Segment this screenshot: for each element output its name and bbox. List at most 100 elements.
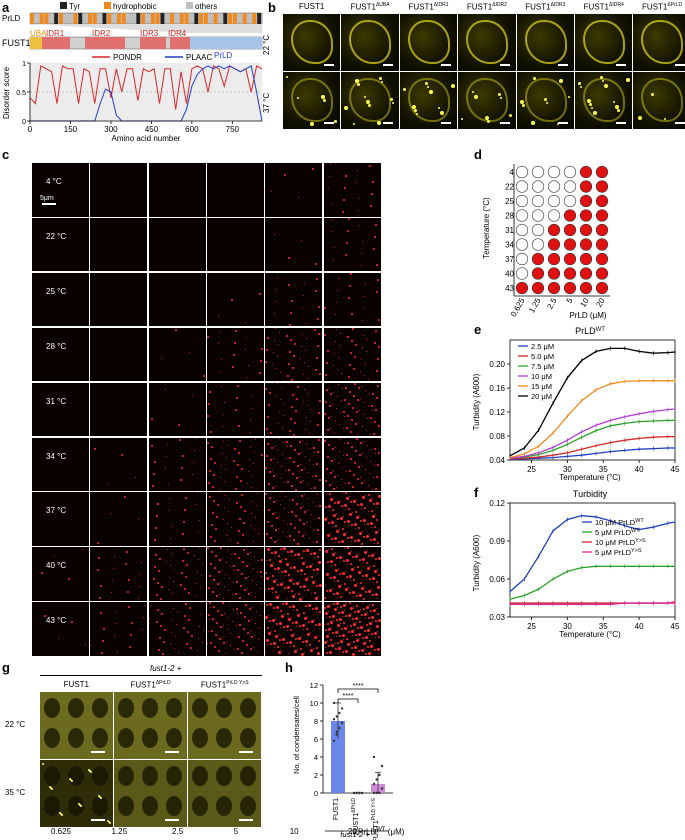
c-droplet (365, 535, 369, 539)
c-droplet (250, 592, 252, 594)
h-data-point (372, 755, 376, 759)
c-droplet (221, 637, 223, 639)
c-droplet (278, 572, 280, 574)
c-droplet (286, 457, 288, 459)
c-droplet (344, 253, 347, 256)
c-droplet (337, 383, 339, 385)
legend-hydrophobic: hydrophobic (113, 2, 157, 11)
c-droplet (349, 607, 353, 611)
c-droplet (346, 229, 349, 232)
c-droplet (293, 460, 296, 463)
b-col-label-sup: ΔUBA (375, 2, 390, 8)
c-droplet (355, 410, 358, 413)
c-droplet (349, 430, 352, 433)
g-scale-bar (239, 818, 254, 821)
c-droplet (363, 524, 365, 526)
a-xtick-label: 450 (145, 125, 159, 134)
g-scale-bar (239, 750, 254, 753)
c-droplet (220, 464, 222, 466)
b-condensate-dot (402, 88, 406, 91)
c-droplet (249, 419, 251, 421)
c-droplet (285, 575, 287, 577)
c-droplet (367, 617, 370, 620)
h-category-label: FUST1ΔPrLD (351, 798, 360, 835)
g-nucleus (44, 766, 60, 786)
c-droplet (357, 633, 361, 637)
c-droplet (339, 332, 341, 334)
c-droplet (138, 519, 140, 521)
c-droplet (371, 181, 374, 183)
c-droplet (251, 501, 253, 503)
c-droplet (362, 608, 365, 611)
c-droplet (271, 446, 274, 449)
c-droplet (269, 576, 271, 578)
c-droplet (325, 635, 329, 639)
c-droplet (341, 616, 343, 618)
d-soluble-dot (515, 238, 529, 251)
c-droplet (279, 331, 281, 333)
c-droplet (333, 246, 335, 248)
g-nucleus (92, 698, 108, 718)
c-droplet (272, 469, 274, 471)
d-phase-separated-dot (579, 238, 593, 251)
b-condensate-dot (580, 86, 582, 88)
c-droplet (362, 625, 364, 627)
c-droplet (340, 584, 342, 586)
c-droplet (271, 525, 274, 528)
c-droplet (325, 494, 327, 496)
c-droplet (270, 458, 273, 461)
c-droplet (269, 603, 273, 607)
f-plot-legend-text: 5 μM PrLD (595, 528, 632, 537)
c-droplet (376, 463, 379, 466)
g-nucleus (118, 728, 135, 748)
h-data-point (372, 791, 376, 795)
g-col-label-sup: ΔPrLD (155, 680, 171, 686)
c-droplet (377, 653, 379, 655)
c-droplet (148, 618, 150, 620)
c-droplet (371, 392, 374, 395)
c-droplet (189, 647, 192, 650)
c-droplet (219, 626, 222, 629)
b-micrograph (458, 14, 516, 71)
c-micrograph (323, 327, 381, 382)
c-droplet (316, 462, 319, 465)
c-droplet (318, 534, 320, 536)
c-droplet (339, 438, 341, 440)
c-droplet (337, 356, 339, 358)
c-droplet (350, 647, 353, 650)
b-scale-bar (616, 64, 627, 66)
c-droplet (283, 520, 285, 522)
c-droplet (360, 252, 362, 254)
c-droplet (332, 470, 334, 472)
c-droplet (235, 396, 238, 399)
c-droplet (246, 553, 249, 556)
c-droplet (338, 618, 342, 622)
c-droplet (230, 298, 233, 301)
c-droplet (187, 619, 190, 622)
h-sig-label: **** (343, 693, 354, 700)
prld-residue-stripe (73, 13, 78, 24)
c-droplet (324, 506, 327, 509)
c-droplet (372, 565, 375, 568)
b-col-label-sup: ΔIDR2 (492, 2, 507, 8)
b-scale-bar (674, 122, 685, 124)
c-droplet (347, 631, 350, 634)
c-droplet (352, 579, 355, 582)
c-droplet (222, 642, 225, 645)
c-droplet (135, 476, 137, 478)
g-condensate-dot (99, 796, 101, 798)
c-droplet (276, 606, 280, 610)
f-plot-xtick-label: 35 (599, 622, 608, 631)
c-droplet (332, 576, 336, 580)
c-droplet (328, 176, 330, 177)
c-droplet (251, 395, 253, 397)
c-droplet (294, 633, 296, 635)
c-droplet (370, 193, 373, 195)
c-droplet (376, 278, 379, 281)
c-droplet (361, 637, 364, 640)
c-droplet (280, 610, 283, 613)
c-droplet (234, 408, 237, 411)
c-droplet (367, 494, 370, 497)
c-droplet (234, 487, 237, 490)
c-droplet (172, 581, 174, 583)
